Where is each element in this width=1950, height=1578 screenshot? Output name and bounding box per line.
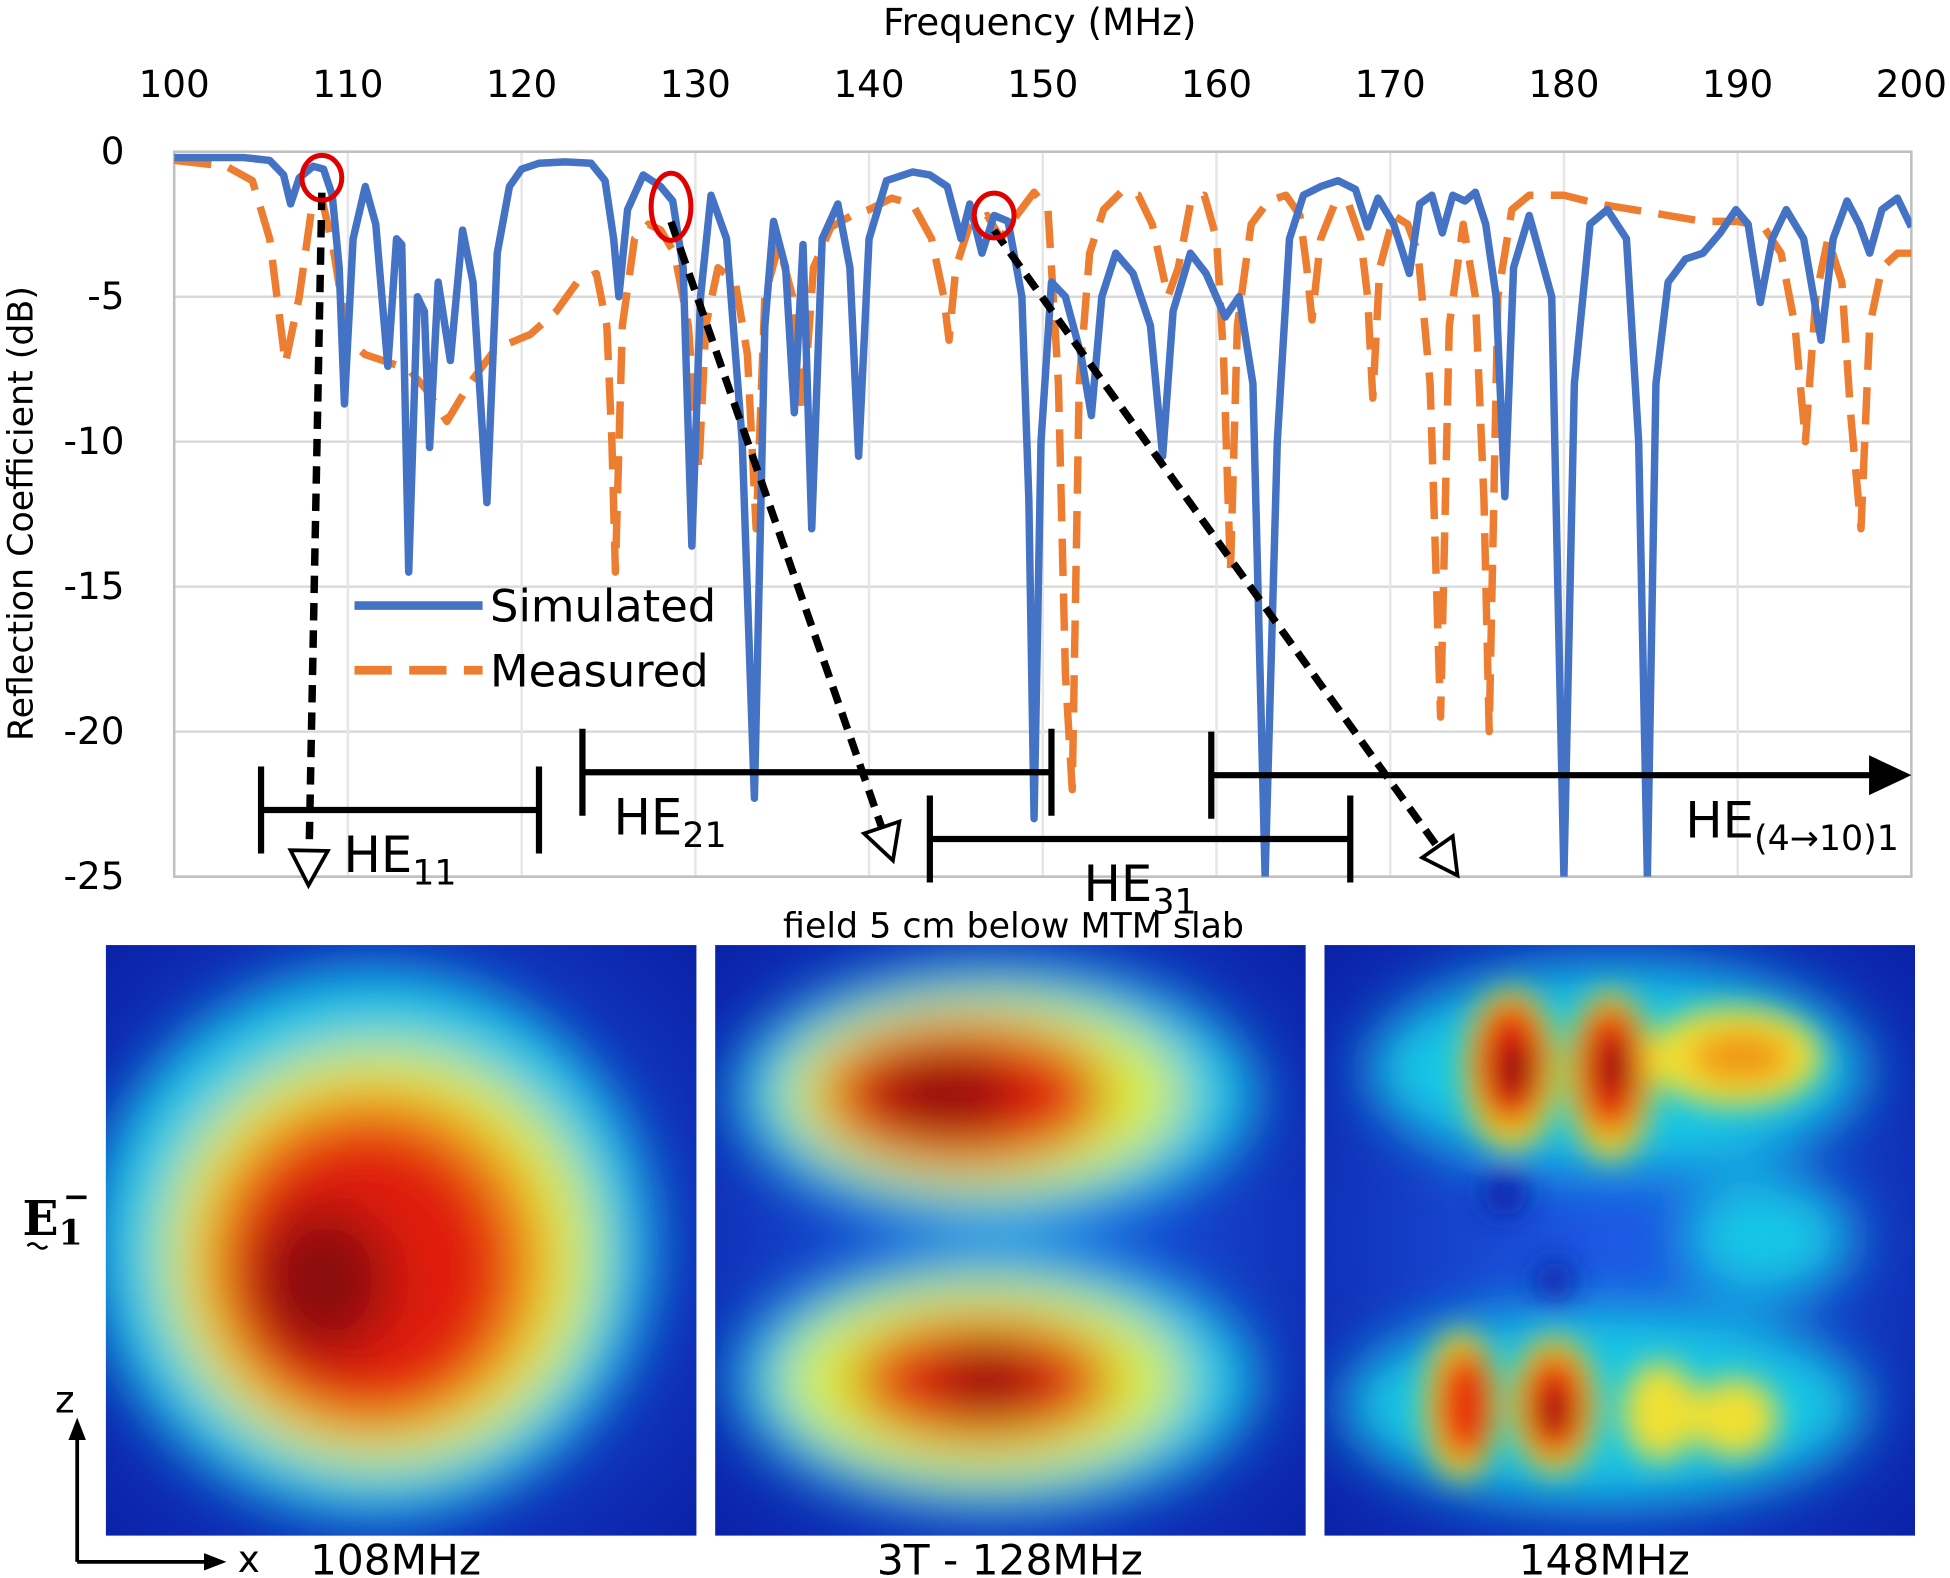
x-tick-label: 120 — [486, 62, 557, 106]
y-tick-label: -25 — [64, 854, 125, 898]
x-tick-label: 170 — [1355, 62, 1426, 106]
x-tick-label: 140 — [833, 62, 904, 106]
mode-label: HE(4→10)1 — [1685, 791, 1899, 858]
mode-label: HE31 — [1084, 855, 1197, 922]
pointer-line — [305, 192, 326, 851]
panel-caption: 148MHz — [1519, 1535, 1690, 1578]
y-tick-label: -5 — [87, 274, 124, 318]
y-axis-title: Reflection Coefficient (dB) — [1, 286, 41, 741]
panel-caption: 108MHz — [310, 1535, 481, 1578]
mode-marker — [648, 170, 694, 243]
mode-label-base: HE — [614, 788, 683, 846]
x-label: x — [238, 1537, 260, 1578]
x-axis-title: Frequency (MHz) — [883, 0, 1196, 44]
pointer-head — [287, 848, 331, 890]
range-arrow — [1869, 755, 1912, 796]
mode-marker — [971, 190, 1017, 241]
mode-label: HE11 — [343, 826, 456, 893]
x-tick-label: 110 — [312, 62, 383, 106]
x-tick-label: 200 — [1876, 62, 1947, 106]
x-tick-label: 190 — [1702, 62, 1773, 106]
mode-marker — [299, 152, 345, 203]
field-map-128 — [715, 945, 1306, 1536]
x-tick-label: 180 — [1528, 62, 1599, 106]
mode-label-sub: 21 — [682, 816, 726, 856]
tilde — [26, 1242, 49, 1250]
series-line — [174, 153, 1912, 877]
field-symbol-sub: 1 — [58, 1213, 82, 1254]
y-tick-label: -15 — [64, 564, 125, 608]
mode-label-base: HE — [1685, 791, 1754, 849]
axis-arrows — [68, 1417, 227, 1571]
mode-label-sub: (4→10)1 — [1754, 819, 1899, 859]
x-tick-label: 100 — [139, 62, 210, 106]
pointer-head — [1418, 832, 1460, 879]
field-symbol-sup: − — [63, 1177, 90, 1215]
y-tick-label: -20 — [64, 709, 125, 753]
legend-label: Simulated — [490, 580, 716, 633]
panel-caption: 3T - 128MHz — [877, 1535, 1143, 1578]
z-label: z — [55, 1378, 75, 1422]
mode-label-sub: 31 — [1152, 883, 1196, 923]
pointer-head — [860, 818, 902, 865]
plot-frame — [172, 150, 1913, 878]
field-symbol: E1− — [22, 1177, 89, 1253]
x-tick-label: 150 — [1007, 62, 1078, 106]
field-map-148 — [1324, 945, 1916, 1536]
mode-label-sub: 11 — [412, 854, 456, 894]
field-map-108 — [105, 945, 697, 1536]
series-line — [174, 156, 1912, 794]
field-symbol-base: E — [22, 1192, 58, 1247]
mode-range: HE(4→10)1 — [1208, 731, 1912, 859]
mode-label-base: HE — [343, 826, 412, 884]
panel-title: field 5 cm below MTM slab — [783, 907, 1244, 947]
y-tick-label: 0 — [101, 129, 125, 173]
mode-label: HE21 — [614, 788, 727, 855]
pointer-line — [991, 228, 1441, 850]
mode-label-base: HE — [1084, 855, 1153, 913]
mode-range: HE21 — [579, 728, 1055, 856]
x-tick-label: 130 — [660, 62, 731, 106]
pointer-line — [667, 220, 886, 829]
y-tick-label: -10 — [64, 419, 125, 463]
x-tick-label: 160 — [1181, 62, 1252, 106]
mode-range: HE11 — [257, 766, 543, 894]
legend-label: Measured — [490, 644, 709, 697]
mode-range: HE31 — [926, 795, 1354, 923]
